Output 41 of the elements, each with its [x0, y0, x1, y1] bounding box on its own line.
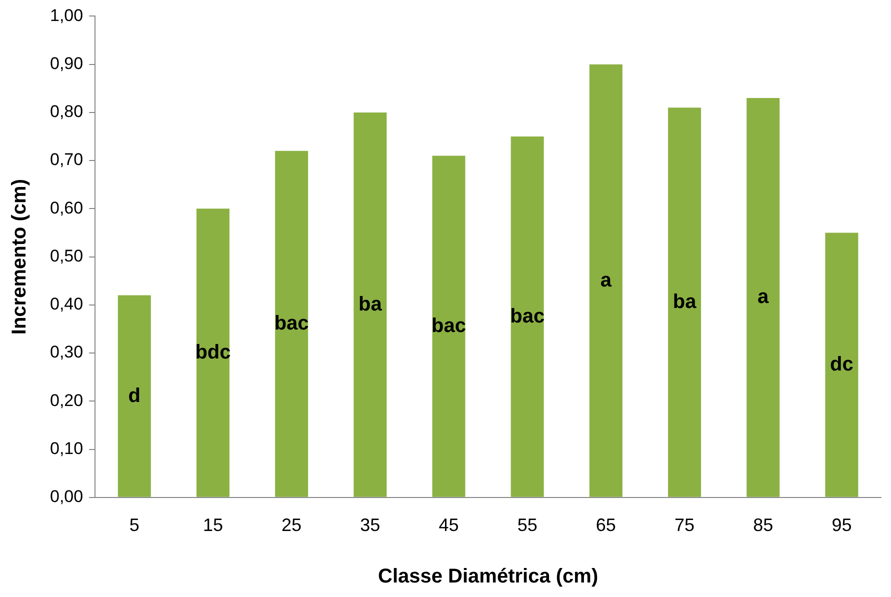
bar — [746, 98, 780, 497]
x-tick-label: 55 — [517, 515, 538, 536]
y-tick-label: 0,90 — [50, 54, 84, 74]
bar — [354, 112, 387, 497]
bar — [196, 208, 230, 497]
x-tick-label: 15 — [202, 515, 223, 536]
bar — [118, 295, 151, 497]
x-tick-label: 75 — [674, 515, 695, 536]
y-tick-label: 1,00 — [50, 6, 84, 25]
y-tick-label: 0,60 — [50, 198, 84, 218]
annotation: bac — [510, 305, 545, 328]
annotation: dc — [830, 354, 854, 376]
x-tick-label: 35 — [360, 515, 380, 536]
x-tick-label: 25 — [282, 515, 302, 536]
y-tick-label: 0,40 — [50, 294, 84, 314]
bar — [510, 136, 544, 497]
y-tick-label: 0,70 — [50, 150, 84, 170]
y-tick-label: 0,20 — [50, 390, 84, 410]
bar — [589, 64, 622, 497]
y-tick-label: 0,80 — [50, 102, 84, 122]
annotation: bac — [432, 315, 466, 338]
annotation: a — [758, 286, 770, 308]
x-tick-label: 45 — [438, 515, 459, 536]
bar — [668, 108, 702, 497]
x-tick-label: 95 — [832, 515, 852, 536]
bar — [275, 150, 308, 497]
x-tick-label: 65 — [596, 515, 616, 536]
x-tick-label: 85 — [753, 515, 774, 536]
annotation: ba — [672, 291, 698, 314]
y-tick-label: 0,00 — [50, 487, 84, 506]
x-axis-title: Classe Diamétrica (cm) — [378, 566, 598, 588]
bar — [825, 232, 858, 497]
y-axis-title: Incremento (cm) — [8, 179, 31, 335]
annotation: ba — [358, 293, 383, 316]
y-tick-label: 0,10 — [50, 438, 84, 458]
bar — [432, 156, 466, 497]
x-tick-label: 5 — [129, 515, 140, 536]
y-tick-label: 0,30 — [50, 342, 84, 362]
annotation: a — [600, 269, 612, 292]
annotation: d — [128, 384, 140, 407]
y-tick-label: 0,50 — [50, 246, 84, 266]
